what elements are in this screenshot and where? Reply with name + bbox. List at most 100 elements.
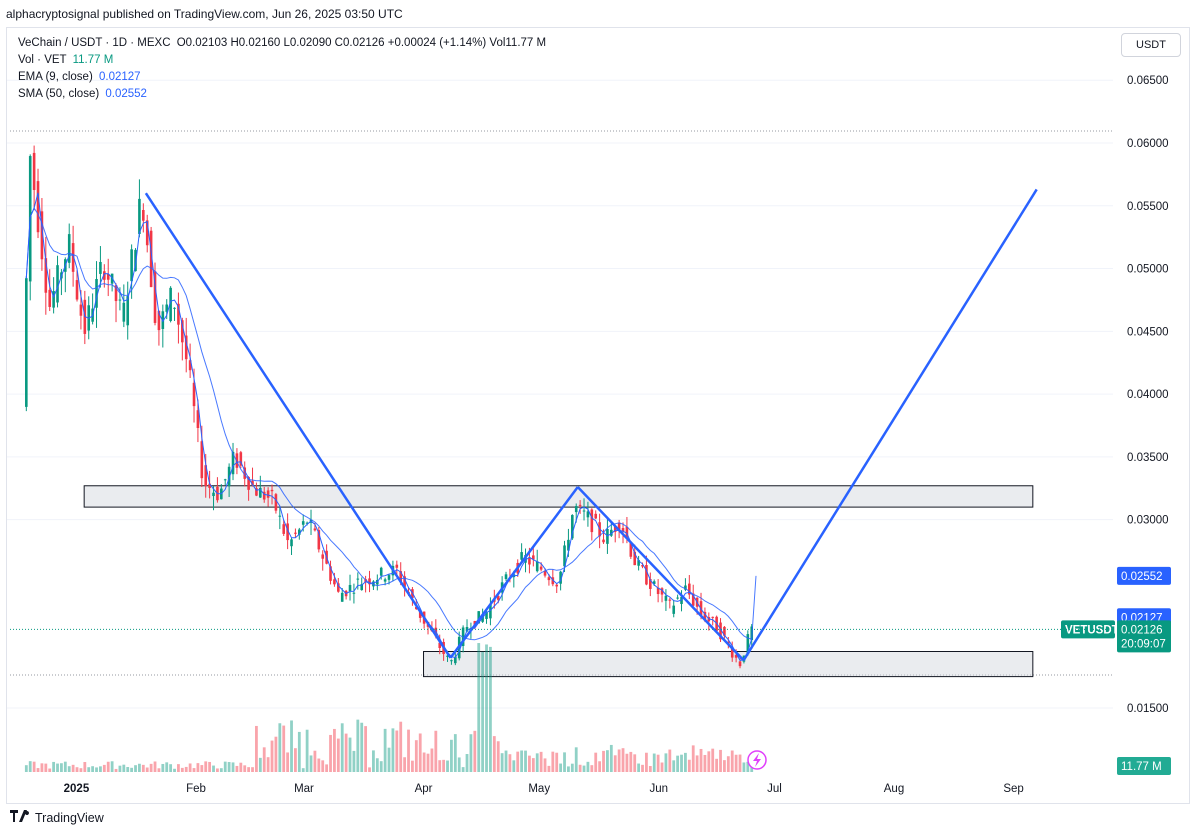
volume-bar	[637, 763, 641, 772]
volume-bar	[391, 728, 395, 772]
volume-bar	[594, 752, 598, 772]
time-tick-label: 2025	[64, 783, 90, 795]
volume-bar	[134, 765, 137, 772]
moving-averages	[25, 192, 757, 662]
volume-bar	[582, 765, 586, 772]
candle-body	[477, 611, 481, 624]
volume-bar	[208, 761, 212, 772]
candle-body	[329, 566, 332, 581]
candle-body	[730, 648, 734, 658]
currency-button[interactable]: USDT	[1121, 33, 1181, 57]
volume-row[interactable]: Vol · VET 11.77 M	[18, 52, 546, 69]
symbol-title[interactable]: VeChain / USDT · 1D · MEXC	[18, 37, 171, 49]
candle-body	[192, 382, 196, 407]
volume-bar	[44, 763, 48, 772]
candle-body	[130, 249, 133, 282]
volume-bar	[481, 651, 485, 772]
volume-bar	[500, 753, 504, 772]
candle-body	[668, 599, 672, 601]
candle-body	[641, 564, 644, 567]
volume-bar	[664, 753, 668, 772]
volume-bar	[169, 764, 173, 772]
volume-bar	[188, 763, 192, 772]
ema-row[interactable]: EMA (9, close) 0.02127	[18, 69, 546, 86]
volume-bar	[149, 763, 153, 772]
candle-body	[204, 465, 208, 486]
time-axis: 2025 Feb Mar Apr May Jun Jul Aug Sep	[64, 783, 1024, 795]
volume-bar	[492, 736, 496, 772]
candle-body	[251, 480, 254, 486]
volume-bar	[141, 764, 145, 772]
publisher-caption: alphacryptosignal published on TradingVi…	[6, 7, 403, 21]
candle-body	[188, 360, 192, 371]
volume-bar	[442, 759, 446, 772]
volume-bar	[40, 763, 44, 772]
sma-label: SMA (50, close)	[18, 88, 100, 100]
footer: TradingView	[10, 810, 104, 825]
candle-body	[719, 622, 722, 640]
volume-bar	[699, 748, 703, 772]
volume-bar	[711, 748, 715, 772]
volume-bar	[403, 757, 407, 772]
candle-body	[559, 571, 562, 584]
volume-bar	[305, 729, 309, 772]
volume-axis-label-box	[1117, 757, 1171, 775]
candle-body	[746, 634, 750, 655]
candle-body	[278, 515, 282, 517]
candle-body	[149, 230, 153, 288]
candle-body	[231, 451, 235, 475]
sma-row[interactable]: SMA (50, close) 0.02552	[18, 86, 546, 103]
candle-body	[633, 551, 637, 566]
volume-bar	[99, 766, 102, 772]
volume-bar	[83, 762, 87, 772]
volume-bar	[91, 766, 95, 772]
candle-body	[610, 529, 613, 536]
volume-bar	[95, 767, 98, 772]
volume-bar	[344, 733, 348, 772]
candle-body	[415, 606, 418, 610]
volume-bar	[364, 726, 368, 772]
volume-bar	[325, 764, 329, 772]
candle-body	[333, 579, 336, 585]
volume-bar	[590, 765, 594, 772]
volume-bar	[75, 767, 79, 772]
candle-body	[652, 581, 656, 584]
volume-bar	[586, 761, 590, 772]
volume-bar	[613, 755, 617, 772]
volume-bar	[703, 754, 707, 772]
volume-bar	[368, 767, 371, 772]
volume-bar	[531, 758, 535, 772]
candle-body	[36, 181, 40, 233]
volume-bar	[645, 752, 648, 772]
candle-body	[383, 579, 387, 582]
candle-body	[259, 487, 262, 498]
volume-bar	[629, 751, 633, 772]
volume-bar	[212, 765, 215, 772]
candle-body	[126, 296, 130, 326]
volume-bar	[67, 766, 71, 772]
candle-body	[446, 655, 449, 657]
volume-bar	[559, 763, 563, 772]
candle-body	[563, 545, 566, 567]
volume-bar	[118, 765, 122, 772]
volume-bar	[633, 754, 637, 772]
volume-bar	[223, 761, 227, 772]
volume-bar	[660, 762, 664, 772]
volume-bar	[422, 752, 426, 772]
candle-body	[40, 211, 44, 260]
volume-bar	[157, 768, 161, 772]
volume-bar	[247, 767, 251, 772]
volume-bar	[317, 758, 321, 772]
candle-body	[196, 410, 200, 429]
volume-bar	[535, 753, 539, 772]
volume-bar	[356, 719, 360, 772]
volume-bar	[282, 725, 286, 772]
volume-bar	[161, 763, 165, 772]
volume-bars	[24, 643, 754, 772]
symbol-row[interactable]: VeChain / USDT · 1D · MEXC O0.02103 H0.0…	[18, 35, 546, 52]
candle-body	[594, 513, 598, 519]
lightning-icon-bolt	[753, 753, 761, 767]
volume-bar	[329, 734, 332, 772]
volume-bar	[496, 741, 500, 772]
